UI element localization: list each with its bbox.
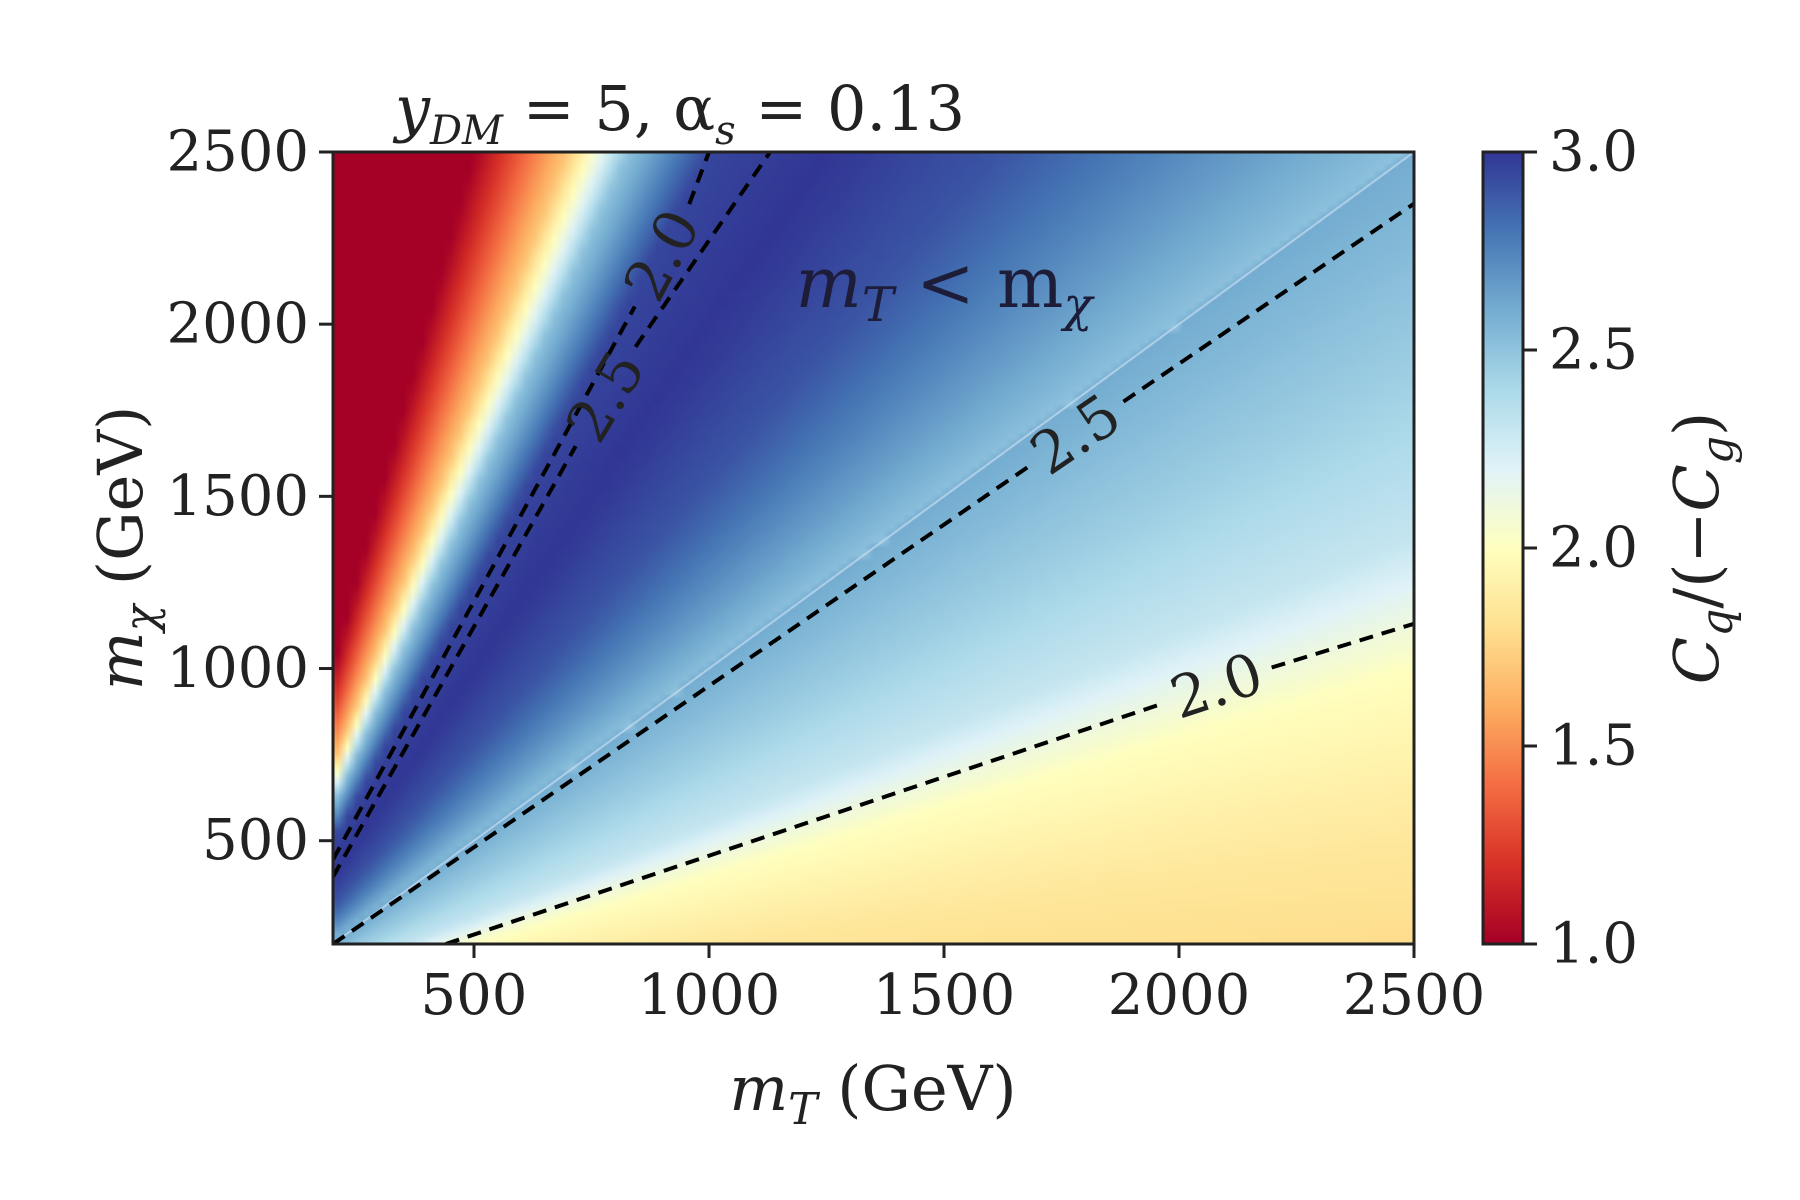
x-tick-label: 2000 [1108,963,1251,1028]
colorbar-tick-label: 2.5 [1549,318,1638,383]
colorbar-tick-label: 3.0 [1549,120,1638,185]
chart-title: yDM = 5, αs = 0.13 [392,72,965,154]
title-value: = 0.13 [736,72,965,145]
y-tick-label: 500 [202,808,309,873]
plot-frame [331,150,1416,946]
contour-line-2.0 [445,621,1414,944]
colorbar-label: Cq/(−Cg) [1660,412,1743,684]
x-tick-label: 2500 [1343,963,1486,1028]
y-axis-ticks: 500 1000 1500 2000 2500 [166,120,333,873]
x-axis-ticks: 500 1000 1500 2000 2500 [421,944,1486,1028]
colorbar-tick-label: 2.0 [1549,516,1638,581]
colorbar-gradient [1483,152,1523,944]
x-tick-label: 1000 [638,963,781,1028]
y-tick-label: 1000 [166,636,309,701]
x-axis-label: mT (GeV) [729,1052,1016,1135]
colorbar-ticks: 1.0 1.5 2.0 2.5 3.0 [1523,120,1638,977]
contour-line-2.5 [333,152,772,878]
colorbar-tick-label: 1.5 [1549,714,1638,779]
colorbar-tick-label: 1.0 [1549,912,1638,977]
diagonal-line [333,152,1414,944]
title-middle: = 5, α [503,72,715,145]
x-tick-label: 500 [421,963,528,1028]
y-tick-label: 1500 [166,464,309,529]
x-tick-label: 1500 [873,963,1016,1028]
y-axis-label: mχ (GeV) [84,406,167,691]
region-label: mT < mχ [795,242,1095,333]
contour-line-2.5 [333,201,1414,944]
contour-lines [333,152,1414,944]
title-alpha-subscript: s [715,108,736,154]
title-y-subscript: DM [429,108,504,154]
y-tick-label: 2500 [166,120,309,185]
y-tick-label: 2000 [166,292,309,357]
colorbar: 1.0 1.5 2.0 2.5 3.0 Cq/(−Cg) [1481,120,1743,977]
contour-line-2.0 [333,152,711,861]
